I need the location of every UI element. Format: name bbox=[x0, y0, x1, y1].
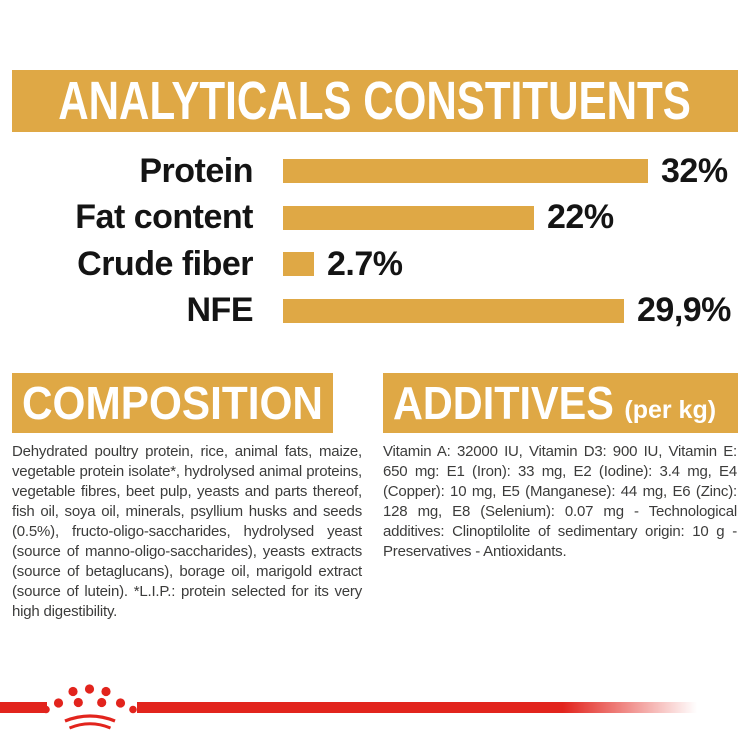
chart-bar bbox=[283, 159, 648, 184]
royal-canin-crown-icon bbox=[42, 684, 137, 730]
analytical-constituents-chart: Protein 32% Fat content 22% Crude fiber 2.7% N… bbox=[0, 148, 750, 334]
additives-header-bar: ADDITIVES (per kg) bbox=[383, 373, 738, 433]
composition-title: COMPOSITION bbox=[22, 377, 323, 429]
chart-row: Fat content 22% bbox=[0, 195, 750, 242]
additives-text: Vitamin A: 32000 IU, Vitamin D3: 900 IU,… bbox=[383, 443, 737, 560]
chart-bar bbox=[283, 205, 534, 230]
chart-value-label: 22% bbox=[547, 198, 614, 237]
chart-bar bbox=[283, 298, 624, 323]
chart-category-label: NFE bbox=[186, 291, 254, 330]
footer-red-rule-left bbox=[0, 702, 47, 713]
chart-row: Protein 32% bbox=[0, 148, 750, 195]
analyticals-header-bar: ANALYTICALS CONSTITUENTS bbox=[12, 70, 738, 132]
composition-section: COMPOSITION Dehydrated poultry protein, … bbox=[12, 373, 362, 622]
additives-title: ADDITIVES bbox=[393, 377, 614, 429]
additives-section: ADDITIVES (per kg) Vitamin A: 32000 IU, … bbox=[383, 373, 738, 562]
footer-red-rule-right bbox=[137, 702, 697, 713]
additives-title-suffix: (per kg) bbox=[624, 396, 717, 424]
composition-text: Dehydrated poultry protein, rice, animal… bbox=[12, 443, 362, 620]
chart-value-label: 32% bbox=[661, 151, 728, 190]
chart-category-label: Fat content bbox=[75, 198, 253, 237]
chart-value-label: 2.7% bbox=[327, 244, 403, 283]
chart-bar bbox=[283, 252, 314, 277]
page-title: ANALYTICALS CONSTITUENTS bbox=[58, 71, 692, 131]
chart-category-label: Protein bbox=[139, 151, 253, 190]
chart-row: NFE 29,9% bbox=[0, 288, 750, 335]
chart-value-label: 29,9% bbox=[637, 291, 731, 330]
chart-category-label: Crude fiber bbox=[77, 244, 253, 283]
chart-row: Crude fiber 2.7% bbox=[0, 241, 750, 288]
composition-header-bar: COMPOSITION bbox=[12, 373, 333, 433]
